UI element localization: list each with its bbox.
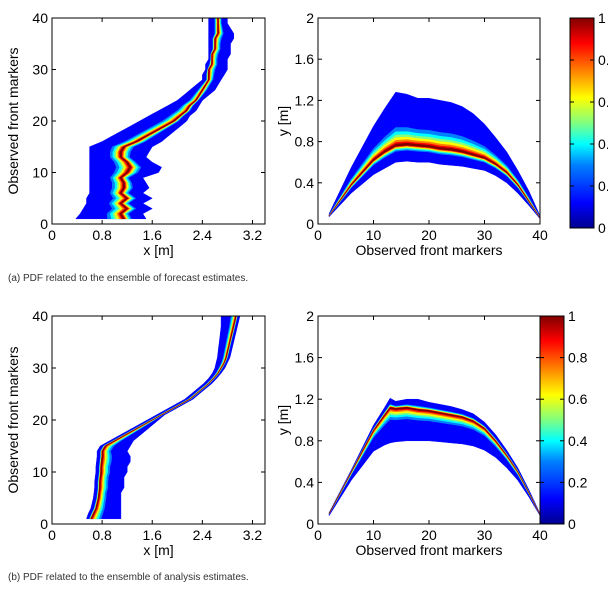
x-tick-label-a-right-1: 10 [366, 227, 382, 243]
x-tick-label-b-right-2: 20 [421, 527, 437, 543]
x-tick-label-b-right-0: 0 [314, 527, 322, 543]
x-axis-label-a-left: x [m] [143, 242, 173, 258]
y-tick-label-a-right-0: 0 [306, 216, 314, 232]
colorbar-tick-label-a-right-3: 0.6 [598, 94, 608, 110]
colorbar-tick-label-a-right-5: 1 [598, 10, 606, 26]
x-tick-label-a-right-2: 20 [421, 227, 437, 243]
plot-a-left: 0 0.8 1.6 2.4 3.2 0 10 20 30 40 x [m] Observed fron… [5, 10, 266, 258]
y-tick-label-b-right-1: 0.4 [295, 474, 315, 490]
y-tick-label-a-right-4: 1.6 [295, 51, 315, 67]
colorbar-tick-label-a-right-1: 0.2 [598, 178, 608, 194]
y-tick-label-a-left-4: 40 [32, 10, 48, 26]
colorbar-tick-label-a-right-0: 0 [598, 220, 606, 236]
colorbar-a-right: 0 0.2 0.4 0.6 0.8 1 [569, 10, 608, 236]
colorbar-tick-label-a-right-2: 0.4 [598, 136, 608, 152]
caption-a: (a) PDF related to the ensemble of forec… [8, 273, 248, 284]
x-tick-label-b-left-0: 0 [48, 527, 56, 543]
caption-b: (b) PDF related to the ensemble of analy… [8, 572, 249, 583]
x-tick-label-a-left-4: 3.2 [243, 227, 263, 243]
y-tick-label-a-left-2: 20 [32, 113, 48, 129]
y-tick-label-b-left-1: 10 [32, 464, 48, 480]
x-tick-label-a-left-1: 0.8 [92, 227, 112, 243]
colorbar-tick-label-a-right-4: 0.8 [598, 52, 608, 68]
y-axis-label-b-left: Observed front markers [5, 346, 21, 493]
x-tick-label-a-right-3: 30 [477, 227, 493, 243]
y-tick-label-b-right-3: 1.2 [295, 391, 315, 407]
colorbar-gradient-a-right [569, 17, 595, 229]
x-tick-label-a-left-0: 0 [48, 227, 56, 243]
x-tick-label-b-right-3: 30 [477, 527, 493, 543]
y-tick-label-b-left-3: 30 [32, 360, 48, 376]
y-axis-label-a-right: y [m] [275, 106, 291, 136]
x-tick-label-b-left-1: 0.8 [92, 527, 112, 543]
x-axis-label-b-left: x [m] [143, 542, 173, 558]
x-tick-label-b-left-2: 1.6 [143, 527, 163, 543]
x-tick-label-b-right-4: 40 [532, 527, 548, 543]
y-tick-label-b-right-5: 2 [306, 308, 314, 324]
y-tick-label-b-right-2: 0.8 [295, 433, 315, 449]
colorbar-tick-label-b-right-2: 0.4 [568, 433, 588, 449]
y-tick-label-a-right-2: 0.8 [295, 134, 315, 150]
y-tick-label-b-left-4: 40 [32, 308, 48, 324]
y-tick-label-a-left-0: 0 [40, 216, 48, 232]
plot-b-right: 0 10 20 30 40 0 0.4 0.8 1.2 1.6 2 Observed front ma… [275, 308, 548, 558]
colorbar-gradient-b-right [539, 315, 565, 525]
colorbar-tick-label-b-right-1: 0.2 [568, 474, 588, 490]
x-tick-label-a-right-4: 40 [532, 227, 548, 243]
y-tick-label-a-right-3: 1.2 [295, 92, 315, 108]
y-tick-label-a-left-3: 30 [32, 62, 48, 78]
x-tick-label-a-left-3: 2.4 [193, 227, 213, 243]
x-tick-label-b-right-1: 10 [366, 527, 382, 543]
plot-a-right: 0 10 20 30 40 0 0.4 0.8 1.2 1.6 2 Observed front ma… [275, 10, 548, 258]
x-tick-label-a-right-0: 0 [314, 227, 322, 243]
colorbar-tick-label-b-right-4: 0.8 [568, 350, 588, 366]
plot-b-left: 0 0.8 1.6 2.4 3.2 0 10 20 30 40 x [m] Observed fron… [5, 308, 266, 558]
colorbar-tick-label-b-right-0: 0 [568, 516, 576, 532]
y-tick-label-b-left-2: 20 [32, 412, 48, 428]
y-tick-label-a-left-1: 10 [32, 165, 48, 181]
x-tick-label-b-left-4: 3.2 [243, 527, 263, 543]
y-axis-label-b-right: y [m] [275, 405, 291, 435]
x-tick-label-b-left-3: 2.4 [193, 527, 213, 543]
x-axis-label-b-right: Observed front markers [355, 542, 502, 558]
colorbar-tick-label-b-right-3: 0.6 [568, 391, 588, 407]
y-tick-label-b-left-0: 0 [40, 516, 48, 532]
y-tick-label-a-right-5: 2 [306, 10, 314, 26]
y-tick-label-b-right-4: 1.6 [295, 350, 315, 366]
y-tick-label-b-right-0: 0 [306, 516, 314, 532]
x-tick-label-a-left-2: 1.6 [143, 227, 163, 243]
x-axis-label-a-right: Observed front markers [355, 242, 502, 258]
y-tick-label-a-right-1: 0.4 [295, 175, 315, 191]
colorbar-b-right: 0 0.2 0.4 0.6 0.8 1 [539, 308, 588, 532]
colorbar-tick-label-b-right-5: 1 [568, 308, 576, 324]
y-axis-label-a-left: Observed front markers [5, 47, 21, 194]
